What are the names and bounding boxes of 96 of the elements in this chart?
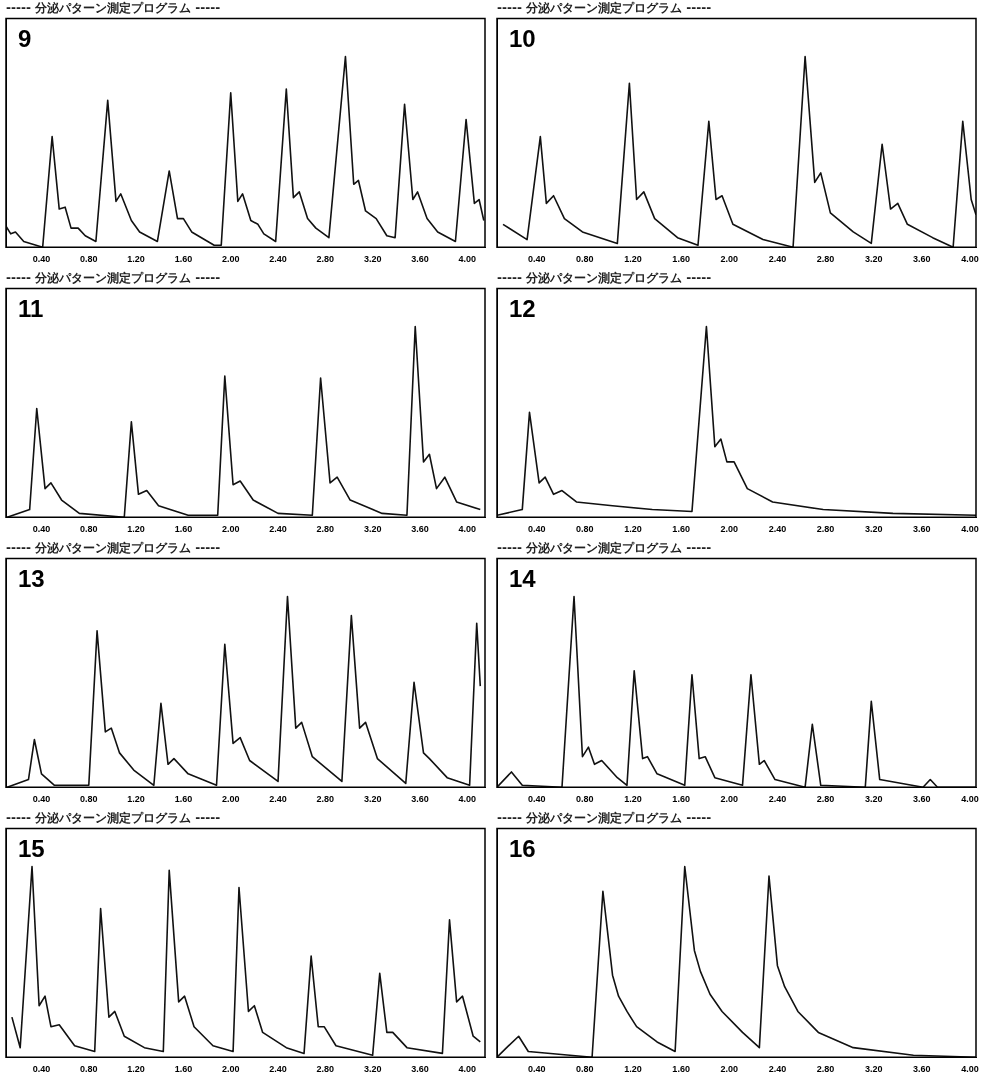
x-tick-label: 1.20 xyxy=(624,1064,642,1075)
x-tick-label: 0.40 xyxy=(32,1064,51,1075)
x-tick-label: 2.00 xyxy=(720,794,739,805)
text: 12 xyxy=(509,295,536,323)
x-tick-label: 2.40 xyxy=(768,794,787,805)
text: 9 xyxy=(18,25,32,53)
x-tick-label: 1.20 xyxy=(127,794,145,805)
x-tick-label: 2.00 xyxy=(720,1064,739,1075)
x-tick-label: 3.60 xyxy=(411,794,429,805)
x-tick-label: 4.00 xyxy=(961,1064,979,1075)
x-tick-label: 4.00 xyxy=(458,254,477,265)
x-tick-label: 0.40 xyxy=(527,1064,546,1075)
x-tick-label: 2.00 xyxy=(221,794,240,805)
chart-title: ----- 分泌パターン測定プログラム ----- xyxy=(497,811,712,826)
x-tick-label: 2.40 xyxy=(269,1064,287,1075)
chart-title: ----- 分泌パターン測定プログラム ----- xyxy=(6,271,221,286)
x-tick-label: 1.20 xyxy=(624,524,642,535)
x-tick-label: 1.20 xyxy=(624,794,642,805)
x-tick-label: 0.80 xyxy=(80,1064,98,1075)
x-tick-label: 2.80 xyxy=(816,524,835,535)
chart-title: ----- 分泌パターン測定プログラム ----- xyxy=(6,541,221,556)
x-tick-label: 1.20 xyxy=(127,1064,145,1075)
x-tick-label: 3.60 xyxy=(913,794,931,805)
x-tick-label: 3.60 xyxy=(411,524,429,535)
text: 10 xyxy=(509,25,536,53)
x-tick-label: 3.20 xyxy=(864,794,883,805)
x-tick-label: 2.00 xyxy=(221,254,240,265)
x-tick-label: 0.80 xyxy=(80,794,98,805)
x-tick-label: 2.80 xyxy=(316,254,335,265)
x-tick-label: 3.20 xyxy=(363,254,382,265)
x-tick-label: 0.40 xyxy=(527,254,546,265)
x-tick-label: 0.40 xyxy=(32,524,51,535)
chart-title: ----- 分泌パターン測定プログラム ----- xyxy=(497,1,712,16)
x-tick-label: 1.60 xyxy=(672,254,690,265)
x-tick-label: 3.20 xyxy=(363,524,382,535)
x-tick-label: 3.60 xyxy=(913,524,931,535)
x-tick-label: 0.80 xyxy=(80,254,98,265)
x-tick-label: 1.60 xyxy=(174,524,193,535)
x-tick-label: 3.20 xyxy=(864,1064,883,1075)
x-tick-label: 1.60 xyxy=(174,1064,193,1075)
x-tick-label: 0.80 xyxy=(80,524,98,535)
x-tick-label: 3.60 xyxy=(913,254,931,265)
x-tick-label: 2.40 xyxy=(269,794,287,805)
x-tick-label: 0.40 xyxy=(527,524,546,535)
x-tick-label: 0.80 xyxy=(576,524,594,535)
text: 13 xyxy=(18,565,45,593)
x-tick-label: 2.00 xyxy=(221,1064,240,1075)
chart-title: ----- 分泌パターン測定プログラム ----- xyxy=(6,1,221,16)
x-tick-label: 0.40 xyxy=(527,794,546,805)
x-tick-label: 3.20 xyxy=(363,1064,382,1075)
x-tick-label: 0.80 xyxy=(576,1064,594,1075)
x-tick-label: 1.20 xyxy=(127,524,145,535)
x-tick-label: 1.20 xyxy=(624,254,642,265)
text: 14 xyxy=(509,565,537,593)
x-tick-label: 4.00 xyxy=(458,794,477,805)
x-tick-label: 2.80 xyxy=(316,1064,335,1075)
x-tick-label: 2.40 xyxy=(768,524,787,535)
text: 11 xyxy=(18,295,44,323)
x-tick-label: 0.40 xyxy=(32,794,51,805)
x-tick-label: 2.00 xyxy=(720,254,739,265)
x-tick-label: 2.80 xyxy=(316,524,335,535)
x-tick-label: 2.80 xyxy=(316,794,335,805)
x-tick-label: 3.20 xyxy=(363,794,382,805)
x-tick-label: 2.00 xyxy=(720,524,739,535)
x-tick-label: 0.80 xyxy=(576,254,594,265)
x-tick-label: 1.60 xyxy=(672,1064,690,1075)
x-tick-label: 0.40 xyxy=(32,254,51,265)
chart-title: ----- 分泌パターン測定プログラム ----- xyxy=(497,271,712,286)
x-tick-label: 1.60 xyxy=(672,794,690,805)
chart-title: ----- 分泌パターン測定プログラム ----- xyxy=(6,811,221,826)
x-tick-label: 2.40 xyxy=(269,254,287,265)
x-tick-label: 2.00 xyxy=(221,524,240,535)
x-tick-label: 2.40 xyxy=(768,1064,787,1075)
x-tick-label: 4.00 xyxy=(961,524,979,535)
x-tick-label: 1.60 xyxy=(174,794,193,805)
text: 16 xyxy=(509,835,536,863)
x-tick-label: 2.40 xyxy=(768,254,787,265)
x-tick-label: 3.60 xyxy=(411,1064,429,1075)
x-tick-label: 3.20 xyxy=(864,524,883,535)
x-tick-label: 2.40 xyxy=(269,524,287,535)
x-tick-label: 3.60 xyxy=(913,1064,931,1075)
x-tick-label: 1.20 xyxy=(127,254,145,265)
text: 15 xyxy=(18,835,45,863)
x-tick-label: 2.80 xyxy=(816,254,835,265)
x-tick-label: 4.00 xyxy=(458,1064,477,1075)
chart-title: ----- 分泌パターン測定プログラム ----- xyxy=(497,541,712,556)
x-tick-label: 2.80 xyxy=(816,794,835,805)
x-tick-label: 2.80 xyxy=(816,1064,835,1075)
x-tick-label: 4.00 xyxy=(458,524,477,535)
x-tick-label: 1.60 xyxy=(174,254,193,265)
x-tick-label: 4.00 xyxy=(961,254,979,265)
x-tick-label: 3.20 xyxy=(864,254,883,265)
x-tick-label: 3.60 xyxy=(411,254,429,265)
x-tick-label: 4.00 xyxy=(961,794,979,805)
x-tick-label: 0.80 xyxy=(576,794,594,805)
x-tick-label: 1.60 xyxy=(672,524,690,535)
